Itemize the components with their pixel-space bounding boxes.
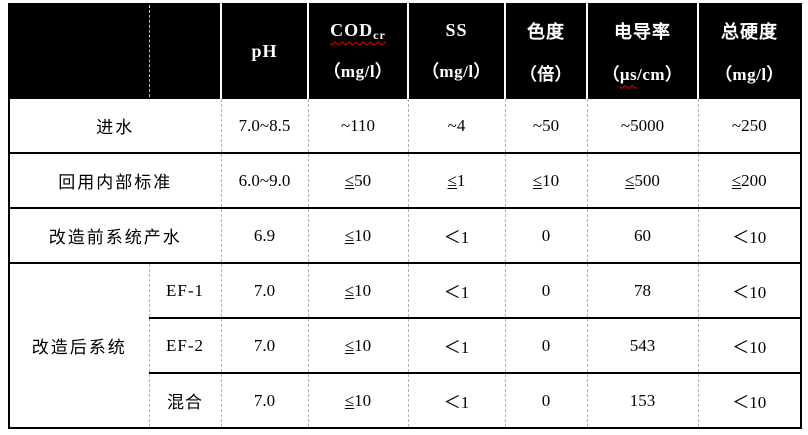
cell-value: 6.9	[220, 207, 308, 263]
row-influent: 进水 7.0~8.5 ~110 ~4 ~50 ~5000 ~250	[8, 97, 801, 153]
col-header-ss-label: SS	[445, 20, 468, 40]
cell-value: 0	[504, 262, 587, 318]
cell-value: ≤50	[307, 152, 408, 208]
cell-value: ~50	[504, 97, 587, 153]
col-header-ph-label: pH	[251, 40, 278, 61]
col-header-hardness-unit: （mg/l）	[714, 64, 785, 84]
col-header-hardness: 总硬度 （mg/l）	[697, 4, 801, 98]
water-quality-table: pH CODcr （mg/l） SS （mg/l） 色度 （倍） 电导率 （μs…	[8, 3, 802, 429]
cell-value: ≤10	[307, 262, 408, 318]
col-header-chroma: 色度 （倍）	[504, 4, 587, 98]
col-header-cod: CODcr （mg/l）	[307, 4, 408, 98]
cell-value: 543	[586, 317, 698, 373]
cell-value: ~250	[697, 97, 801, 153]
cell-value: ~5000	[586, 97, 698, 153]
cell-value: ≤1	[407, 152, 505, 208]
cell-value: ≤10	[307, 317, 408, 373]
cell-value: ≤200	[697, 152, 801, 208]
row-post-retrofit-ef1: 改造后系统 EF-1 7.0 ≤10 ＜1 0 78 ＜10	[8, 262, 801, 428]
row-group-label: 改造后系统	[8, 262, 149, 428]
row-label: 进水	[8, 97, 221, 153]
cell-value: ＜10	[697, 207, 801, 263]
cell-value: ≤10	[307, 372, 408, 428]
cell-value: 7.0	[220, 372, 308, 428]
col-header-cod-label: CODcr	[330, 20, 386, 42]
header-corner-main	[9, 4, 149, 98]
row-label: 改造前系统产水	[8, 207, 221, 263]
cell-value: 7.0	[220, 262, 308, 318]
cell-value: ＜1	[407, 372, 505, 428]
row-sub-label: 混合	[148, 372, 221, 428]
table-header: pH CODcr （mg/l） SS （mg/l） 色度 （倍） 电导率 （μs…	[9, 4, 801, 98]
cell-value: ＜10	[697, 372, 801, 428]
col-header-ss-unit: （mg/l）	[421, 62, 492, 81]
row-post-retrofit-mixed: 混合 7.0 ≤10 ＜1 0 153 ＜10	[9, 372, 801, 428]
cell-value: ＜10	[697, 262, 801, 318]
col-header-ss: SS （mg/l）	[407, 4, 505, 98]
row-post-retrofit-ef2: EF-2 7.0 ≤10 ＜1 0 543 ＜10	[9, 317, 801, 373]
col-header-conductivity: 电导率 （μs/cm）	[586, 4, 698, 98]
col-header-ph: pH	[220, 4, 308, 98]
cell-value: ≤10	[504, 152, 587, 208]
row-pre-retrofit: 改造前系统产水 6.9 ≤10 ＜1 0 60 ＜10	[8, 207, 801, 263]
cell-value: ~110	[307, 97, 408, 153]
cell-value: 7.0~8.5	[220, 97, 308, 153]
cell-value: 0	[504, 317, 587, 373]
cell-value: ≤500	[586, 152, 698, 208]
table-body: 进水 7.0~8.5 ~110 ~4 ~50 ~5000 ~250 回用内部标准…	[8, 97, 801, 428]
cell-value: 0	[504, 372, 587, 428]
cell-value: ≤10	[307, 207, 408, 263]
col-header-hardness-label: 总硬度	[721, 21, 778, 42]
cell-value: 153	[586, 372, 698, 428]
cell-value: ＜1	[407, 207, 505, 263]
cell-value: ＜1	[407, 262, 505, 318]
cell-value: 7.0	[220, 317, 308, 373]
col-header-chroma-label: 色度	[527, 21, 565, 42]
header-row: pH CODcr （mg/l） SS （mg/l） 色度 （倍） 电导率 （μs…	[9, 4, 801, 98]
row-sub-label: EF-1	[148, 262, 221, 318]
cell-value: ＜10	[697, 317, 801, 373]
row-label: 回用内部标准	[8, 152, 221, 208]
cell-value: ~4	[407, 97, 505, 153]
row-sub-label: EF-2	[148, 317, 221, 373]
cell-value: 78	[586, 262, 698, 318]
col-header-conductivity-unit: （μs/cm）	[602, 64, 683, 84]
cell-value: ＜1	[407, 317, 505, 373]
cell-value: 6.0~9.0	[220, 152, 308, 208]
col-header-chroma-unit: （倍）	[519, 64, 573, 84]
cell-value: 60	[586, 207, 698, 263]
row-reuse-standard: 回用内部标准 6.0~9.0 ≤50 ≤1 ≤10 ≤500 ≤200	[8, 152, 801, 208]
header-corner-sub	[148, 4, 221, 98]
col-header-cod-unit: （mg/l）	[323, 62, 393, 81]
col-header-conductivity-label: 电导率	[614, 21, 671, 42]
cell-value: 0	[504, 207, 587, 263]
